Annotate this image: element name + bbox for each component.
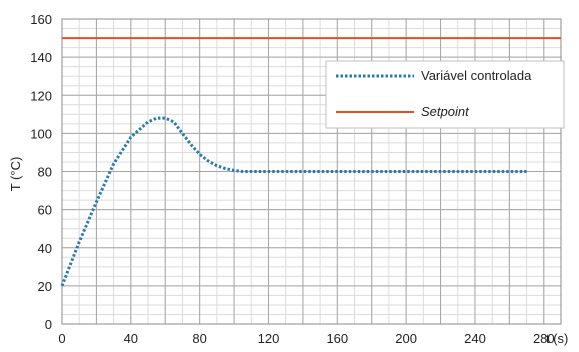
x-tick-label: 200	[395, 331, 417, 346]
x-tick-labels: 0 40 80 120 160 200 240 280	[58, 331, 554, 346]
x-tick-label: 80	[192, 331, 206, 346]
x-tick-label: 40	[124, 331, 138, 346]
plot-frame	[61, 18, 562, 325]
x-tick-label: 280	[533, 331, 555, 346]
series-layer	[60, 37, 561, 287]
y-tick-label: 140	[30, 50, 52, 65]
x-tick-label: 0	[58, 331, 65, 346]
y-tick-label: 100	[30, 126, 52, 141]
y-tick-label: 20	[38, 279, 52, 294]
y-tick-label: 120	[30, 88, 52, 103]
x-tick-label: 160	[326, 331, 348, 346]
y-tick-label: 80	[38, 165, 52, 180]
series-line-0	[60, 116, 527, 287]
legend-box	[325, 60, 565, 129]
x-tick-label: 120	[258, 331, 280, 346]
y-tick-label: 0	[45, 317, 52, 332]
y-tick-label: 40	[38, 241, 52, 256]
plot-border	[61, 18, 562, 325]
y-tick-label: 160	[30, 12, 52, 27]
y-tick-label: 60	[38, 203, 52, 218]
legend-entry-variavel-controlada: Variável controlada	[421, 68, 532, 83]
y-axis-label: T (°C)	[8, 157, 23, 192]
legend-entry-setpoint: Setpoint	[421, 104, 470, 119]
y-tick-labels: 0 20 40 60 80 100 120 140 160	[30, 12, 52, 332]
x-axis-label: t (s)	[546, 331, 568, 346]
legend: Variável controlada Setpoint	[325, 60, 565, 129]
x-tick-label: 240	[464, 331, 486, 346]
